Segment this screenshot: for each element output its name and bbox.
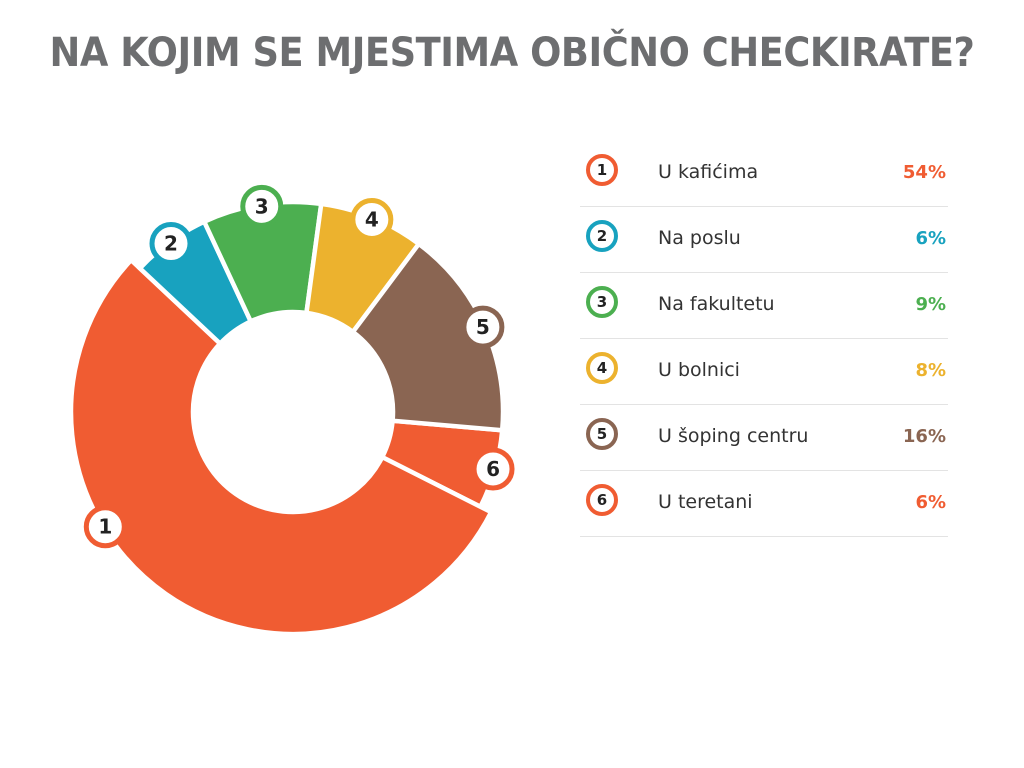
slice-badge-1: 1 (83, 505, 127, 549)
slice-badge-number: 6 (486, 457, 500, 481)
slice-badge-circle (83, 505, 127, 549)
legend-label: U kafićima (658, 161, 759, 183)
legend-item-3: 3 Na fakultetu 9% (580, 273, 948, 339)
legend-value: 8% (915, 360, 946, 381)
slice-badge-number: 2 (164, 232, 178, 256)
legend-value: 16% (902, 426, 946, 447)
legend-number-badge: 1 (586, 154, 618, 186)
slice-badge-2: 2 (149, 222, 193, 266)
legend-item-6: 6 U teretani 6% (580, 471, 948, 537)
legend-value: 6% (915, 492, 946, 513)
chart-legend: 1 U kafićima 54% 2 Na poslu 6% 3 Na fakultetu 9%… (580, 141, 948, 537)
legend-number-badge: 2 (586, 220, 618, 252)
legend-label: U bolnici (658, 359, 740, 381)
slice-badge-number: 3 (255, 194, 269, 218)
legend-value: 9% (915, 294, 946, 315)
slice-badge-circle (149, 222, 193, 266)
slice-number-badges: 6 1 2 3 4 5 (83, 184, 515, 549)
slice-badge-number: 5 (476, 315, 490, 339)
donut-slice-5 (349, 240, 506, 433)
slice-badge-number: 4 (365, 208, 379, 232)
slice-badge-circle (471, 447, 515, 491)
slice-badge-6: 6 (471, 447, 515, 491)
legend-number-badge: 5 (586, 418, 618, 450)
donut-chart: 6 1 2 3 4 5 (68, 184, 515, 637)
chart-title: NA KOJIM SE MJESTIMA OBIČNO CHECKIRATE? (49, 30, 975, 76)
legend-number-badge: 4 (586, 352, 618, 384)
legend-number-badge: 6 (586, 484, 618, 516)
legend-label: Na poslu (658, 227, 741, 249)
donut-slice-1 (68, 256, 495, 637)
slice-badge-circle (240, 184, 284, 228)
slice-badge-3: 3 (240, 184, 284, 228)
legend-value: 6% (915, 228, 946, 249)
legend-number-badge: 3 (586, 286, 618, 318)
legend-label: U šoping centru (658, 425, 809, 447)
legend-value: 54% (902, 162, 946, 183)
legend-item-5: 5 U šoping centru 16% (580, 405, 948, 471)
legend-label: U teretani (658, 491, 753, 513)
slice-badge-4: 4 (350, 198, 394, 242)
slice-badge-5: 5 (461, 305, 505, 349)
slice-badge-circle (350, 198, 394, 242)
slice-badge-circle (461, 305, 505, 349)
legend-item-2: 2 Na poslu 6% (580, 207, 948, 273)
legend-item-1: 1 U kafićima 54% (580, 141, 948, 207)
slice-badge-number: 1 (98, 515, 112, 539)
legend-label: Na fakultetu (658, 293, 775, 315)
legend-item-4: 4 U bolnici 8% (580, 339, 948, 405)
donut-slices (68, 199, 506, 637)
